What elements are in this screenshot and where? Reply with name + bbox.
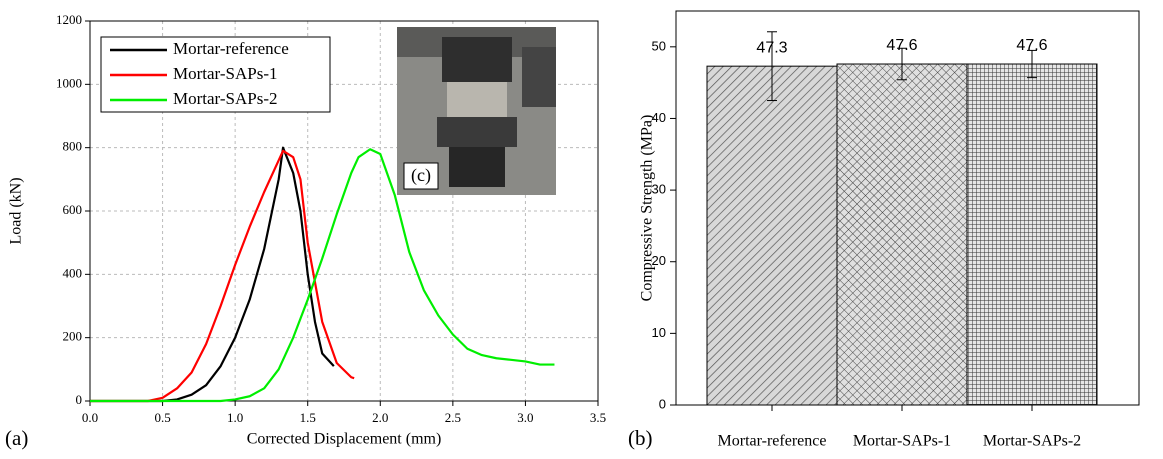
- inset-photo-part: [437, 117, 517, 147]
- y-tick-label: 600: [63, 202, 83, 217]
- panel-b: 0 10 20 30 40 50 47.3 Mortar-reference 47.6 Morta…: [628, 10, 1140, 450]
- inset-photo-part: [447, 82, 507, 117]
- panel-a: 0.0 0.5 1.0 1.5 2.0 2.5 3.0 3.5 0 200 400 600 800 100…: [5, 12, 606, 450]
- y-tick-label: 400: [63, 265, 83, 280]
- y-tick-label: 1200: [56, 12, 82, 27]
- x-tick-label: Mortar-SAPs-1: [853, 433, 951, 450]
- value-label: 47.6: [886, 37, 917, 54]
- series-line: [90, 148, 555, 403]
- y-tick-label: 10: [652, 325, 666, 340]
- panel-label: (b): [628, 426, 653, 450]
- y-tick-label: 200: [63, 329, 83, 344]
- x-tick-label: Mortar-SAPs-2: [983, 433, 1081, 450]
- y-tick-label: 0: [76, 392, 83, 407]
- y-axis-title: Load (kN): [8, 177, 25, 244]
- inset-photo-part: [522, 47, 556, 107]
- x-tick-label: 1.5: [300, 410, 316, 425]
- x-tick-label: 2.5: [445, 410, 461, 425]
- y-tick-label: 40: [652, 110, 666, 125]
- y-tick-label: 50: [652, 38, 666, 53]
- y-tick-label: 1000: [56, 75, 82, 90]
- plot-frame: [89, 20, 599, 402]
- legend-label: Mortar-SAPs-2: [173, 89, 278, 108]
- value-label: 47.6: [1016, 37, 1047, 54]
- y-tick-label: 20: [652, 253, 666, 268]
- inset-photo-part: [449, 147, 505, 187]
- x-tick-label: 3.0: [517, 410, 533, 425]
- series-line: [90, 149, 355, 403]
- x-tick-label: 1.0: [227, 410, 243, 425]
- x-tick-label: 0.0: [82, 410, 98, 425]
- y-axis-title: Compressive Strength (MPa): [639, 115, 656, 302]
- inset-photo-part: [442, 37, 512, 82]
- y-tick-label: 800: [63, 139, 83, 154]
- value-label: 47.3: [756, 39, 787, 56]
- legend-label: Mortar-SAPs-1: [173, 64, 278, 83]
- legend-label: Mortar-reference: [173, 39, 289, 58]
- bar: [706, 65, 838, 406]
- x-tick-label: 3.5: [590, 410, 606, 425]
- x-tick-label: 2.0: [372, 410, 388, 425]
- x-tick-label: 0.5: [154, 410, 170, 425]
- y-tick-label: 30: [652, 182, 666, 197]
- panel-label: (a): [5, 426, 28, 450]
- inset-label: (c): [411, 165, 431, 186]
- y-tick-label: 0: [659, 396, 666, 411]
- inset-label-box: [403, 162, 439, 190]
- x-axis-title: Corrected Displacement (mm): [247, 431, 442, 448]
- bar: [836, 63, 968, 406]
- x-tick-label: Mortar-reference: [718, 433, 827, 450]
- bar: [966, 63, 1098, 406]
